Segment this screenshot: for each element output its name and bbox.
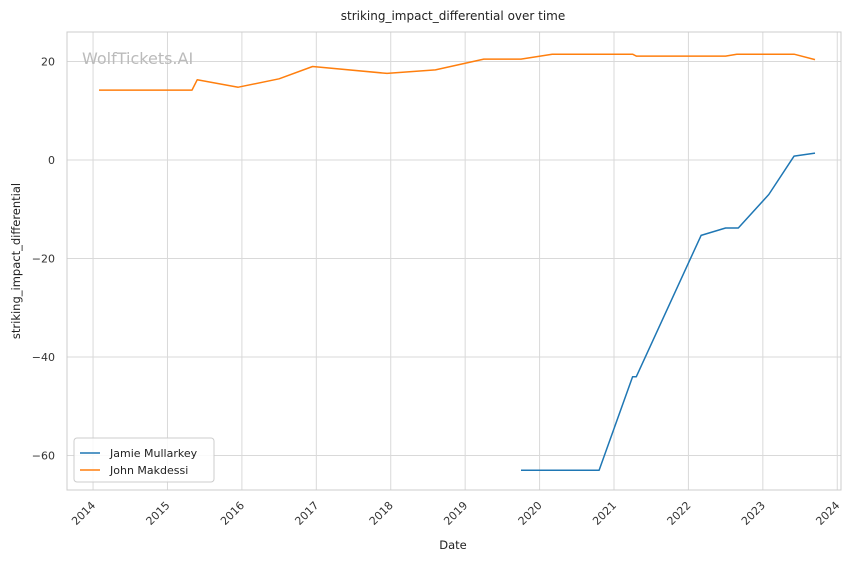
grid-lines (67, 32, 841, 490)
chart-title: striking_impact_differential over time (341, 9, 566, 23)
x-tick-label: 2023 (739, 499, 768, 528)
x-tick-label: 2018 (367, 499, 396, 528)
y-tick-label: −20 (32, 253, 55, 266)
y-axis-ticks: 20 0 −20 −40 −60 (32, 56, 55, 463)
x-tick-label: 2021 (590, 499, 619, 528)
legend-label: Jamie Mullarkey (109, 447, 198, 460)
legend-box (73, 437, 215, 483)
series-line (521, 152, 816, 472)
x-tick-label: 2016 (218, 499, 247, 528)
x-tick-label: 2017 (292, 499, 321, 528)
x-axis-label: Date (439, 538, 467, 552)
x-tick-label: 2020 (516, 499, 545, 528)
x-tick-label: 2019 (441, 499, 470, 528)
series-line (99, 53, 816, 91)
y-tick-label: 20 (41, 56, 55, 69)
x-tick-label: 2015 (144, 499, 173, 528)
y-tick-label: −60 (32, 450, 55, 463)
x-tick-label: 2024 (813, 499, 842, 528)
legend: Jamie Mullarkey John Makdessi (73, 437, 215, 483)
x-tick-label: 2022 (665, 499, 694, 528)
x-tick-label: 2014 (69, 499, 98, 528)
legend-label: John Makdessi (109, 464, 188, 477)
watermark: WolfTickets.AI (82, 49, 193, 68)
y-tick-label: −40 (32, 351, 55, 364)
plot-frame (66, 31, 842, 491)
series-lines (99, 53, 816, 472)
y-tick-label: 0 (48, 154, 55, 167)
y-axis-label: striking_impact_differential (9, 183, 23, 339)
x-axis-ticks: 2014 2015 2016 2017 2018 2019 2020 2021 2022 2023… (69, 499, 842, 528)
